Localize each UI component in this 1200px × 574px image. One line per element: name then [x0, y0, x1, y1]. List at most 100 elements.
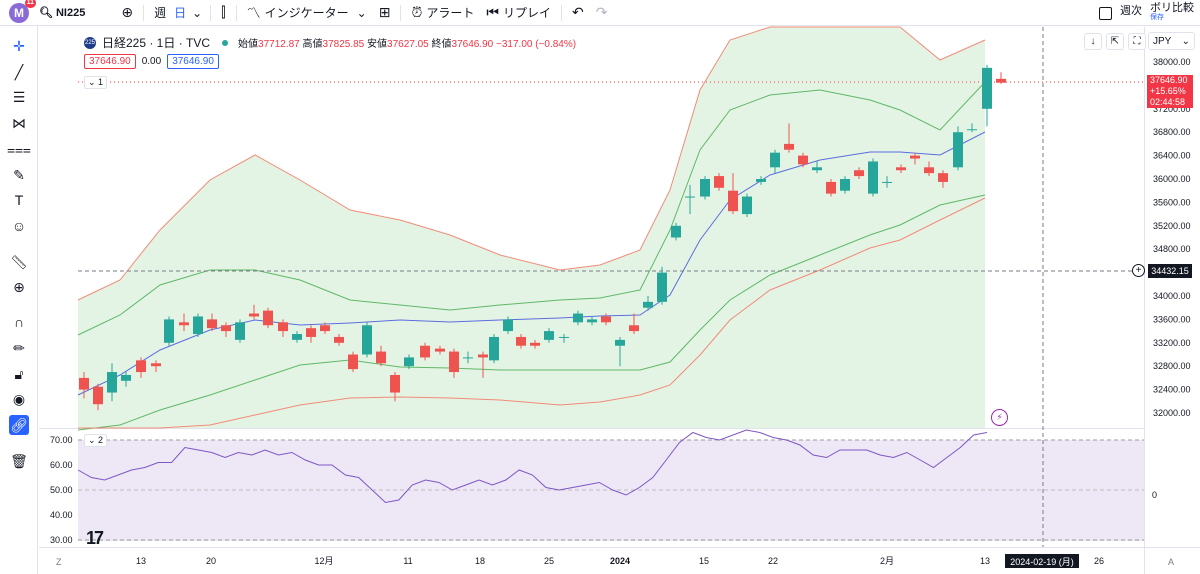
ruler-icon[interactable]: 📏︎: [10, 253, 28, 270]
candle: [784, 123, 794, 153]
candle: [404, 354, 414, 370]
undo-button[interactable]: ↶: [566, 0, 590, 26]
candle: [420, 342, 430, 361]
candle: [671, 222, 681, 241]
candle: [700, 176, 710, 200]
eye-icon[interactable]: ◉: [12, 390, 26, 407]
indicators-button[interactable]: 〽 インジケーター ⌄: [241, 0, 373, 26]
candle: [812, 161, 822, 174]
currency-select[interactable]: JPY ⌄: [1148, 32, 1195, 50]
trendline-icon[interactable]: ╱: [14, 63, 24, 80]
add-symbol-button[interactable]: ⊕: [115, 0, 139, 26]
divider: [235, 4, 237, 21]
candle: [728, 173, 738, 215]
maximize-icon[interactable]: ⛶: [1128, 33, 1146, 50]
replay-label: リプレイ: [503, 6, 552, 20]
candle: [478, 351, 488, 378]
chevron-down-icon: ⌄: [356, 5, 367, 20]
candle: [489, 334, 499, 364]
candle: [263, 307, 273, 329]
price-axis-label: 35600.00: [1153, 197, 1191, 207]
time-axis-label: 13: [980, 556, 990, 566]
candle: [320, 322, 330, 335]
candle: [79, 372, 89, 399]
legend: 225 日経225 · 1日 · TVC 始値37712.87 高値37825.…: [84, 34, 576, 51]
add-alert-icon[interactable]: +: [1132, 264, 1145, 277]
price-axis-label: 32400.00: [1153, 385, 1191, 395]
candle: [121, 372, 131, 387]
text-icon[interactable]: T: [14, 192, 24, 208]
price-axis-label: 33200.00: [1153, 338, 1191, 348]
rsi-axis-label: 60.00: [50, 460, 73, 470]
time-axis-label: 13: [136, 556, 146, 566]
brush-icon[interactable]: ✎: [13, 166, 25, 183]
candle: [854, 167, 864, 179]
top-toolbar: M 11 🔍︎ NI225 ⊕ 週 日 ⌄ ⫿ 〽 インジケーター ⌄ ⊞ ⏰︎…: [0, 0, 1200, 26]
price-axis-label: 32000.00: [1153, 408, 1191, 418]
candle: [573, 310, 583, 326]
bb-upper-outer: [77, 26, 986, 301]
bid-button[interactable]: 37646.90: [84, 54, 136, 69]
tradingview-logo[interactable]: 17: [86, 528, 104, 548]
candle: [996, 72, 1006, 84]
layout-button[interactable]: ⊞: [373, 0, 397, 26]
weekly-checkbox[interactable]: [1099, 6, 1112, 20]
indicators-icon: 〽: [246, 4, 261, 21]
time-axis-label: 25: [544, 556, 554, 566]
candle: [770, 149, 780, 174]
emoji-icon[interactable]: ☺: [11, 218, 27, 234]
zoom-reset-button[interactable]: Z: [56, 557, 62, 567]
crosshair-date-label: 2024-02-19 (月): [1005, 554, 1079, 568]
prediction-icon[interactable]: ⩶: [7, 140, 31, 157]
lightning-icon[interactable]: ⚡︎: [991, 409, 1008, 426]
interval-day-button[interactable]: 日: [174, 6, 187, 20]
lock-drawing-icon[interactable]: ✏: [13, 339, 25, 356]
alarm-clock-icon: ⏰︎: [411, 4, 423, 20]
auto-scale-button[interactable]: A: [1168, 557, 1175, 567]
pane-2-toggle[interactable]: ⌄ 2: [84, 434, 108, 447]
undo-icon: ↶: [572, 4, 584, 20]
alert-label: アラート: [426, 6, 475, 20]
drawing-toolbar: ✛ ╱ ☰ ⋈ ⩶ ✎ T ☺ 📏︎ ⊕ ∩ ✏ 🔓︎ ◉ 🔗︎ 🗑︎: [0, 26, 38, 574]
pane-1-toggle[interactable]: ⌄ 1: [84, 76, 108, 89]
notification-badge: 11: [24, 0, 36, 8]
ask-button[interactable]: 37646.90: [167, 54, 219, 69]
candle: [193, 313, 203, 337]
candle: [601, 313, 611, 326]
magnet-icon[interactable]: ∩: [13, 314, 25, 330]
legend-title[interactable]: 日経225 · 1日 · TVC: [102, 36, 211, 50]
candle: [164, 316, 174, 346]
weekly-label: 週次: [1120, 5, 1142, 17]
replay-button[interactable]: ⏮︎ リプレイ: [480, 0, 557, 26]
symbol-search[interactable]: 🔍︎ NI225: [39, 6, 85, 20]
redo-button[interactable]: ↷: [590, 0, 614, 26]
compare-button[interactable]: ボリ比較 保存: [1150, 3, 1194, 23]
alert-button[interactable]: ⏰︎ アラート: [405, 0, 480, 26]
candle: [615, 336, 625, 367]
pattern-icon[interactable]: ⋈: [12, 114, 26, 131]
chart-type-button[interactable]: ⫿: [215, 0, 231, 26]
link-icon[interactable]: 🔗︎: [9, 415, 29, 435]
user-avatar[interactable]: M 11: [9, 0, 36, 23]
crosshair-icon[interactable]: ✛: [13, 37, 25, 54]
trash-icon[interactable]: 🗑︎: [10, 452, 28, 469]
price-axis-label: 34800.00: [1153, 244, 1191, 254]
collapse-icon[interactable]: ⇱: [1106, 33, 1124, 50]
time-axis-label: 2024: [610, 556, 630, 566]
time-axis-label: 12月: [314, 556, 333, 566]
fib-retracement-icon[interactable]: ☰: [12, 88, 26, 105]
move-down-icon[interactable]: ↓: [1084, 33, 1102, 50]
candle: [530, 339, 540, 349]
divider: [143, 4, 145, 21]
price-axis-label: 33600.00: [1153, 314, 1191, 324]
lock-icon[interactable]: 🔓︎: [14, 365, 24, 382]
interval-dropdown[interactable]: ⌄: [188, 0, 206, 26]
interval-week-button[interactable]: 週: [154, 6, 167, 20]
zoom-in-icon[interactable]: ⊕: [13, 278, 25, 295]
price-axis-label: 36400.00: [1153, 151, 1191, 161]
candle: [334, 334, 344, 346]
save-label: 保存: [1150, 14, 1164, 21]
candle: [516, 334, 526, 349]
divider: [400, 4, 402, 21]
